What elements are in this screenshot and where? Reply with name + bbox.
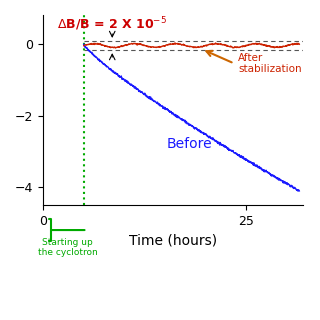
Text: Starting up
the cyclotron: Starting up the cyclotron bbox=[38, 238, 98, 257]
Text: $\Delta$B/B = 2 X 10$^{-5}$: $\Delta$B/B = 2 X 10$^{-5}$ bbox=[57, 15, 167, 33]
X-axis label: Time (hours): Time (hours) bbox=[129, 234, 217, 248]
Text: After
stabilization: After stabilization bbox=[238, 53, 302, 74]
Text: Before: Before bbox=[167, 137, 212, 151]
